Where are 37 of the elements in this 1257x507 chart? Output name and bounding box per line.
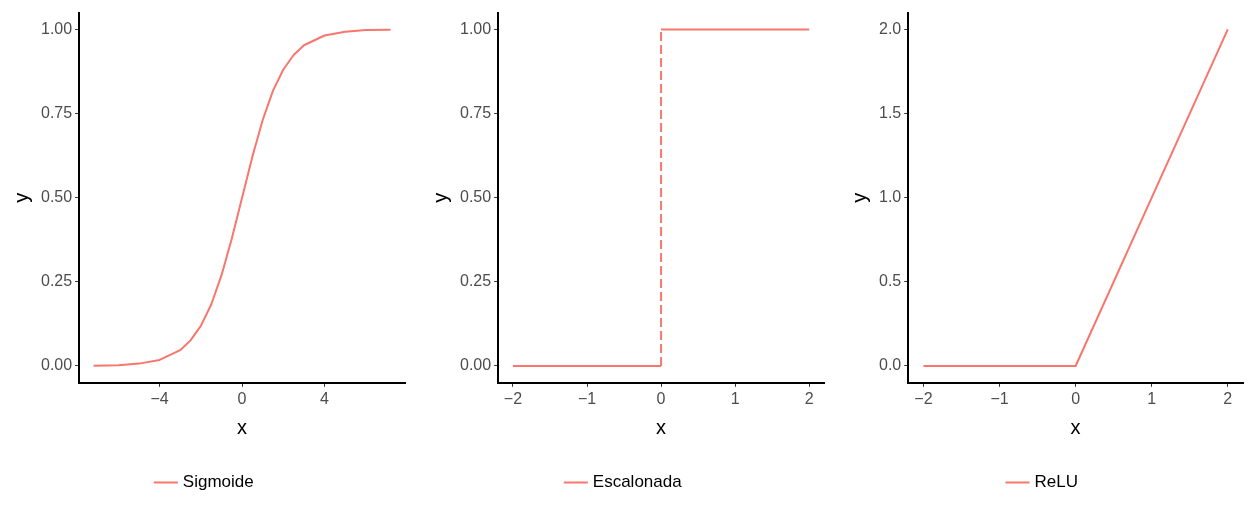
legend-label: Escalonada: [592, 472, 683, 492]
x-tick-label: 0: [237, 389, 247, 407]
x-axis-title: x: [1070, 415, 1081, 438]
y-tick-label: 1.5: [878, 103, 902, 121]
x-tick-label: 1: [1147, 389, 1157, 407]
legend-label: ReLU: [1034, 472, 1078, 492]
y-tick-label: 0.75: [460, 103, 492, 121]
y-tick-label: 0.25: [41, 272, 73, 290]
y-tick-label: 0.25: [460, 272, 492, 290]
x-tick-label: 0: [1071, 389, 1081, 407]
y-tick-label: 0.75: [41, 103, 73, 121]
x-axis-title: x: [237, 415, 248, 438]
x-tick-label: 2: [1223, 389, 1233, 407]
y-tick-label: 1.0: [878, 188, 902, 206]
x-tick-label: −2: [914, 389, 933, 407]
y-tick-label: 0.00: [460, 356, 492, 374]
y-tick-label: 0.50: [460, 188, 492, 206]
x-tick-label: −2: [503, 389, 523, 407]
x-tick-label: 4: [320, 389, 330, 407]
legend-label: Sigmoide: [182, 472, 254, 492]
y-tick-label: 1.00: [460, 19, 492, 37]
y-axis-title: y: [847, 192, 870, 203]
y-tick-label: 1.00: [41, 19, 73, 37]
y-axis-title: y: [9, 192, 32, 203]
x-tick-label: 1: [730, 389, 740, 407]
x-tick-label: −1: [990, 389, 1009, 407]
y-tick-label: 2.0: [878, 19, 902, 37]
x-tick-label: −1: [577, 389, 597, 407]
x-axis-title: x: [656, 415, 667, 438]
x-tick-label: −4: [150, 389, 169, 407]
y-axis-title: y: [428, 192, 451, 203]
y-tick-label: 0.50: [41, 188, 73, 206]
y-tick-label: 0.0: [878, 356, 902, 374]
y-tick-label: 0.5: [878, 272, 902, 290]
y-tick-label: 0.00: [41, 356, 73, 374]
x-tick-label: 0: [656, 389, 666, 407]
x-tick-label: 2: [804, 389, 814, 407]
